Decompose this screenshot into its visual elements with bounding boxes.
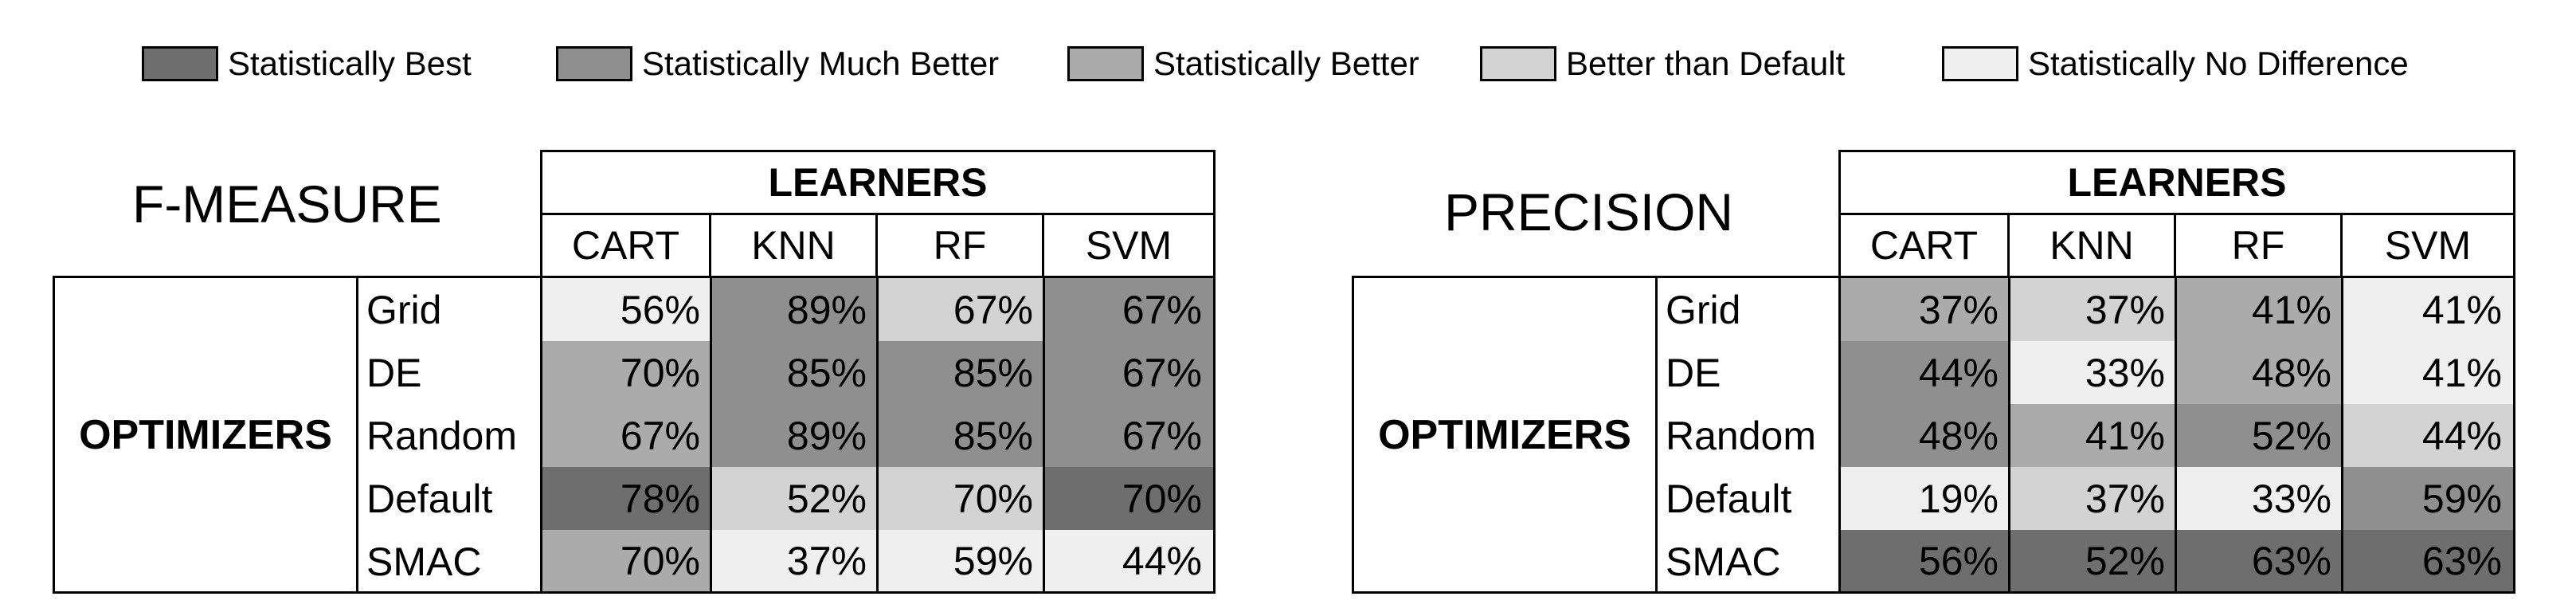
- legend: Statistically Best Statistically Much Be…: [0, 41, 2576, 86]
- cell-default-knn: 37%: [2010, 467, 2176, 530]
- cell-random-knn: 89%: [711, 404, 878, 467]
- column-divider: [876, 278, 879, 591]
- f-measure-title: F-MEASURE: [132, 175, 442, 233]
- legend-swatch-much-better: [556, 46, 632, 81]
- cell-de-svm: 67%: [1044, 341, 1213, 404]
- row-label-de: DE: [1666, 350, 1721, 395]
- cell-de-rf: 85%: [878, 341, 1044, 404]
- legend-swatch-better: [1067, 46, 1144, 81]
- cell-grid-rf: 67%: [878, 278, 1044, 341]
- cell-smac-cart: 70%: [542, 530, 711, 591]
- precision-title: PRECISION: [1444, 182, 1734, 241]
- legend-label-better: Statistically Better: [1153, 45, 1419, 82]
- row-label-default: Default: [366, 476, 493, 521]
- cell-grid-knn: 89%: [711, 278, 878, 341]
- legend-label-no-difference: Statistically No Difference: [2028, 45, 2409, 82]
- legend-swatch-no-difference: [1942, 46, 2018, 81]
- legend-item-better-than-default: Better than Default: [1480, 41, 1845, 86]
- cell-default-cart: 19%: [1841, 467, 2010, 530]
- cell-de-knn: 33%: [2010, 341, 2176, 404]
- cell-smac-rf: 63%: [2176, 530, 2343, 591]
- cell-smac-rf: 59%: [878, 530, 1044, 591]
- legend-item-no-difference: Statistically No Difference: [1942, 41, 2409, 86]
- legend-swatch-best: [142, 46, 218, 81]
- cell-default-svm: 70%: [1044, 467, 1213, 530]
- values-grid: 37% 37% 41% 41% 44% 33% 48% 41% 48% 41% 52% 44% 19% 3…: [1838, 276, 2515, 594]
- cell-default-cart: 78%: [542, 467, 711, 530]
- cell-de-cart: 70%: [542, 341, 711, 404]
- legend-label-better-than-default: Better than Default: [1566, 45, 1846, 82]
- cell-de-svm: 41%: [2343, 341, 2513, 404]
- row-labels: Grid DE Random Default SMAC: [356, 276, 542, 594]
- row-label-grid: Grid: [1666, 287, 1741, 332]
- legend-item-much-better: Statistically Much Better: [556, 41, 999, 86]
- row-label-smac: SMAC: [366, 539, 482, 584]
- row-labels: Grid DE Random Default SMAC: [1655, 276, 1841, 594]
- column-header-knn: KNN: [2007, 213, 2176, 278]
- cell-default-knn: 52%: [711, 467, 878, 530]
- values-grid: 56% 89% 67% 67% 70% 85% 85% 67% 67% 89% 85% 67% 78% 5…: [540, 276, 1216, 594]
- row-label-default: Default: [1666, 476, 1792, 521]
- cell-grid-rf: 41%: [2176, 278, 2343, 341]
- column-divider: [2008, 278, 2010, 591]
- column-divider: [2341, 278, 2343, 591]
- cell-grid-cart: 37%: [1841, 278, 2010, 341]
- column-header-svm: SVM: [2340, 213, 2515, 278]
- cell-de-knn: 85%: [711, 341, 878, 404]
- row-label-smac: SMAC: [1666, 539, 1781, 584]
- cell-smac-svm: 63%: [2343, 530, 2513, 591]
- legend-label-best: Statistically Best: [228, 45, 472, 82]
- cell-default-rf: 70%: [878, 467, 1044, 530]
- cell-grid-knn: 37%: [2010, 278, 2176, 341]
- learners-header: LEARNERS: [1838, 150, 2515, 215]
- cell-random-knn: 41%: [2010, 404, 2176, 467]
- column-header-knn: KNN: [709, 213, 878, 278]
- column-divider: [2175, 278, 2177, 591]
- optimizers-label: OPTIMIZERS: [1352, 276, 1658, 594]
- row-label-grid: Grid: [366, 287, 442, 332]
- cell-default-svm: 59%: [2343, 467, 2513, 530]
- cell-grid-svm: 67%: [1044, 278, 1213, 341]
- column-header-cart: CART: [1838, 213, 2010, 278]
- column-header-rf: RF: [2174, 213, 2343, 278]
- cell-de-rf: 48%: [2176, 341, 2343, 404]
- cell-smac-knn: 37%: [711, 530, 878, 591]
- cell-random-rf: 52%: [2176, 404, 2343, 467]
- row-label-random: Random: [1666, 413, 1816, 458]
- column-divider: [1043, 278, 1045, 591]
- row-label-random: Random: [366, 413, 517, 458]
- cell-random-rf: 85%: [878, 404, 1044, 467]
- cell-random-cart: 48%: [1841, 404, 2010, 467]
- cell-random-svm: 67%: [1044, 404, 1213, 467]
- legend-item-best: Statistically Best: [142, 41, 472, 86]
- optimizers-label: OPTIMIZERS: [53, 276, 358, 594]
- cell-random-cart: 67%: [542, 404, 711, 467]
- cell-smac-knn: 52%: [2010, 530, 2176, 591]
- legend-item-better: Statistically Better: [1067, 41, 1419, 86]
- column-header-cart: CART: [540, 213, 711, 278]
- column-header-rf: RF: [875, 213, 1044, 278]
- cell-de-cart: 44%: [1841, 341, 2010, 404]
- cell-random-svm: 44%: [2343, 404, 2513, 467]
- learners-header: LEARNERS: [540, 150, 1216, 215]
- legend-label-much-better: Statistically Much Better: [642, 45, 1000, 82]
- cell-default-rf: 33%: [2176, 467, 2343, 530]
- column-header-svm: SVM: [1042, 213, 1216, 278]
- column-divider: [710, 278, 712, 591]
- cell-grid-svm: 41%: [2343, 278, 2513, 341]
- cell-smac-svm: 44%: [1044, 530, 1213, 591]
- row-label-de: DE: [366, 350, 422, 395]
- cell-grid-cart: 56%: [542, 278, 711, 341]
- cell-smac-cart: 56%: [1841, 530, 2010, 591]
- legend-swatch-better-than-default: [1480, 46, 1556, 81]
